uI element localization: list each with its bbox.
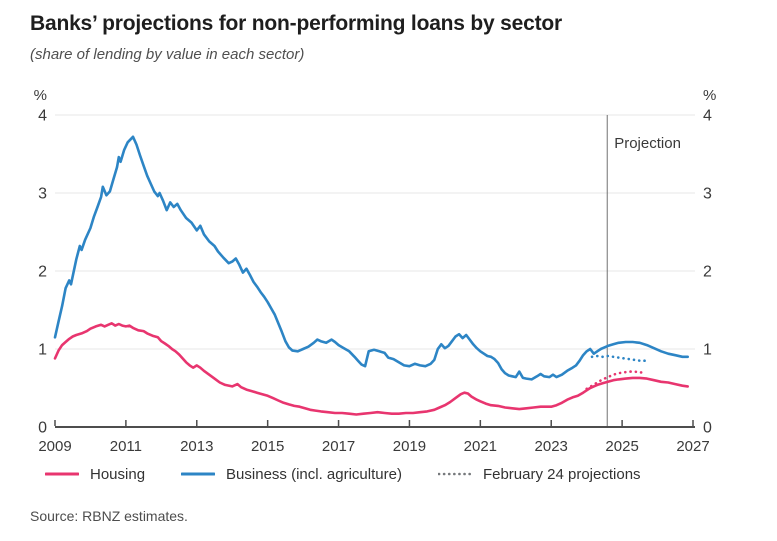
- x-tick-label: 2009: [38, 438, 71, 455]
- y-tick-label-right: 4: [703, 108, 712, 125]
- y-tick-label-right: 2: [703, 264, 712, 281]
- legend-label-business: Business (incl. agriculture): [226, 465, 402, 483]
- source-note: Source: RBNZ estimates.: [30, 508, 188, 524]
- feb24-housing-projection-line: [585, 370, 647, 391]
- legend: Housing Business (incl. agriculture) Feb…: [45, 463, 641, 485]
- x-tick-label: 2017: [322, 438, 355, 455]
- projection-label: Projection: [614, 135, 681, 152]
- y-tick-label-left: 3: [38, 186, 47, 203]
- chart-title: Banks’ projections for non-performing lo…: [30, 12, 562, 35]
- legend-label-feb24: February 24 projections: [482, 465, 641, 483]
- chart-area: Projection 2009 2011 2013 2015 2017 2019 2021 20…: [0, 80, 777, 455]
- business-line-swatch: [181, 472, 216, 476]
- feb24-dotted-swatch: [437, 472, 472, 476]
- y-tick-label-right: 3: [703, 186, 712, 203]
- y-tick-label-left: 2: [38, 264, 47, 281]
- x-tick-label: 2027: [676, 438, 709, 455]
- housing-line: [53, 322, 689, 416]
- legend-item-housing: Housing: [45, 466, 145, 483]
- x-tick-label: 2023: [535, 438, 568, 455]
- feb24-business-projection-line: [590, 354, 647, 362]
- y-tick-label-right: 1: [703, 342, 712, 359]
- x-tick-label: 2025: [605, 438, 638, 455]
- unit-label-right: %: [703, 87, 716, 104]
- y-tick-label-left: 0: [38, 420, 47, 437]
- x-tick-label: 2021: [464, 438, 497, 455]
- unit-label-left: %: [34, 87, 47, 104]
- x-tick-label: 2015: [251, 438, 284, 455]
- housing-line-swatch: [45, 472, 79, 476]
- legend-label-housing: Housing: [90, 465, 146, 483]
- x-tick-label: 2013: [180, 438, 213, 455]
- y-tick-label-left: 1: [38, 342, 47, 359]
- x-tick-label: 2011: [110, 438, 142, 455]
- legend-item-business: Business (incl. agriculture): [181, 466, 402, 483]
- y-tick-label-left: 4: [38, 108, 47, 125]
- business-line: [53, 135, 689, 381]
- chart-subtitle: (share of lending by value in each secto…: [30, 46, 305, 63]
- legend-item-feb24-projections: February 24 projections: [437, 465, 641, 483]
- y-tick-label-right: 0: [703, 420, 712, 437]
- x-tick-label: 2019: [393, 438, 426, 455]
